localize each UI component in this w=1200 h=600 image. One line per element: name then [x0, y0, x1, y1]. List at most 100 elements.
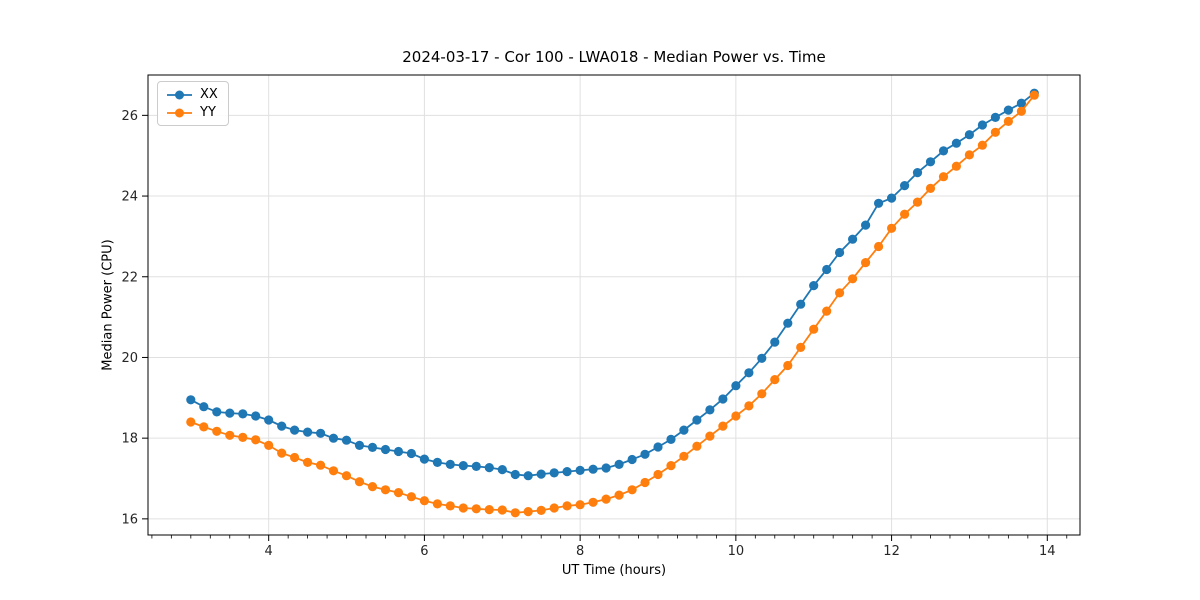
x-tick-label: 14	[1039, 544, 1056, 559]
data-point-yy	[1029, 90, 1039, 100]
data-point-xx	[393, 446, 404, 457]
data-point-xx	[523, 471, 533, 481]
data-point-xx	[1016, 98, 1026, 108]
x-tick-label: 4	[265, 544, 273, 559]
data-point-xx	[277, 421, 287, 431]
data-point-yy	[484, 505, 494, 515]
data-point-xx	[575, 465, 585, 475]
data-point-xx	[848, 234, 858, 244]
data-point-xx	[367, 442, 378, 452]
data-point-yy	[445, 501, 455, 511]
data-point-yy	[744, 401, 754, 411]
y-tick-label: 22	[121, 270, 138, 285]
data-point-xx	[484, 463, 494, 473]
data-point-yy	[796, 342, 806, 352]
x-tick-label: 12	[883, 544, 900, 559]
data-point-xx	[874, 198, 884, 208]
data-point-xx	[510, 469, 520, 480]
y-tick-label: 18	[121, 432, 138, 447]
legend-item-yy: YY	[166, 105, 218, 120]
data-point-xx	[458, 461, 468, 471]
data-point-yy	[640, 477, 650, 488]
data-point-xx	[380, 444, 391, 455]
data-point-xx	[328, 433, 339, 443]
data-point-yy	[705, 431, 715, 441]
data-point-xx	[303, 427, 313, 437]
data-point-xx	[225, 408, 235, 418]
series-layer	[186, 88, 1039, 518]
data-point-yy	[938, 172, 949, 182]
data-point-xx	[588, 464, 598, 474]
data-point-xx	[290, 425, 300, 435]
data-point-yy	[316, 460, 326, 470]
data-point-yy	[588, 497, 598, 507]
data-point-yy	[367, 482, 378, 492]
data-point-yy	[186, 417, 196, 427]
series-line-xx	[190, 92, 1035, 477]
data-point-yy	[614, 490, 624, 500]
data-point-yy	[718, 421, 728, 431]
data-point-yy	[887, 223, 897, 233]
data-point-yy	[731, 411, 741, 421]
data-point-yy	[990, 127, 1001, 137]
plot-border	[147, 74, 1081, 536]
x-tick-label: 6	[420, 544, 428, 559]
data-point-yy	[977, 140, 988, 150]
data-point-xx	[887, 193, 897, 203]
data-point-xx	[925, 157, 936, 167]
legend-line-marker-xx-icon	[167, 90, 192, 99]
data-point-xx	[640, 449, 650, 459]
data-point-xx	[783, 318, 793, 328]
data-point-xx	[977, 120, 988, 130]
data-point-yy	[912, 197, 923, 207]
data-point-yy	[328, 466, 339, 476]
data-point-xx	[601, 463, 611, 473]
data-point-yy	[393, 488, 404, 498]
data-point-xx	[264, 415, 274, 425]
data-point-yy	[562, 501, 572, 511]
data-point-yy	[666, 461, 676, 471]
data-point-yy	[951, 161, 962, 171]
data-point-xx	[199, 402, 209, 412]
series-line-yy	[190, 94, 1036, 514]
data-point-xx	[861, 220, 871, 230]
tick-marks	[142, 114, 1068, 541]
y-axis-label: Median Power (CPU)	[100, 239, 116, 371]
data-point-yy	[419, 496, 429, 506]
legend-line-marker-yy-icon	[167, 108, 192, 117]
data-point-xx	[432, 457, 442, 467]
data-point-xx	[990, 112, 1001, 122]
data-point-xx	[938, 146, 949, 156]
y-tick-label: 16	[121, 512, 138, 527]
data-point-yy	[653, 469, 663, 480]
y-tick-label: 26	[121, 109, 138, 124]
data-point-xx	[679, 425, 689, 435]
x-axis-label: UT Time (hours)	[561, 563, 667, 578]
legend-item-xx: XX	[166, 87, 218, 102]
data-point-xx	[186, 395, 196, 405]
data-point-xx	[354, 440, 365, 450]
data-point-yy	[510, 508, 520, 518]
data-point-yy	[809, 324, 819, 334]
legend-label-xx: XX	[200, 87, 218, 102]
data-point-yy	[835, 288, 845, 298]
data-point-yy	[458, 503, 468, 513]
data-point-yy	[679, 451, 689, 461]
x-tick-label: 10	[728, 544, 745, 559]
data-point-yy	[277, 448, 287, 458]
data-point-xx	[900, 181, 910, 191]
data-point-xx	[796, 299, 806, 309]
legend: XX YY	[157, 81, 229, 126]
data-point-yy	[238, 432, 248, 442]
data-point-yy	[627, 485, 637, 495]
data-point-yy	[341, 471, 352, 481]
data-point-yy	[575, 500, 585, 510]
data-point-yy	[471, 504, 481, 514]
data-point-yy	[783, 360, 793, 371]
data-point-yy	[861, 258, 871, 268]
data-point-xx	[562, 467, 572, 477]
data-point-yy	[1003, 116, 1014, 126]
data-point-xx	[666, 434, 676, 444]
data-point-yy	[601, 494, 611, 504]
